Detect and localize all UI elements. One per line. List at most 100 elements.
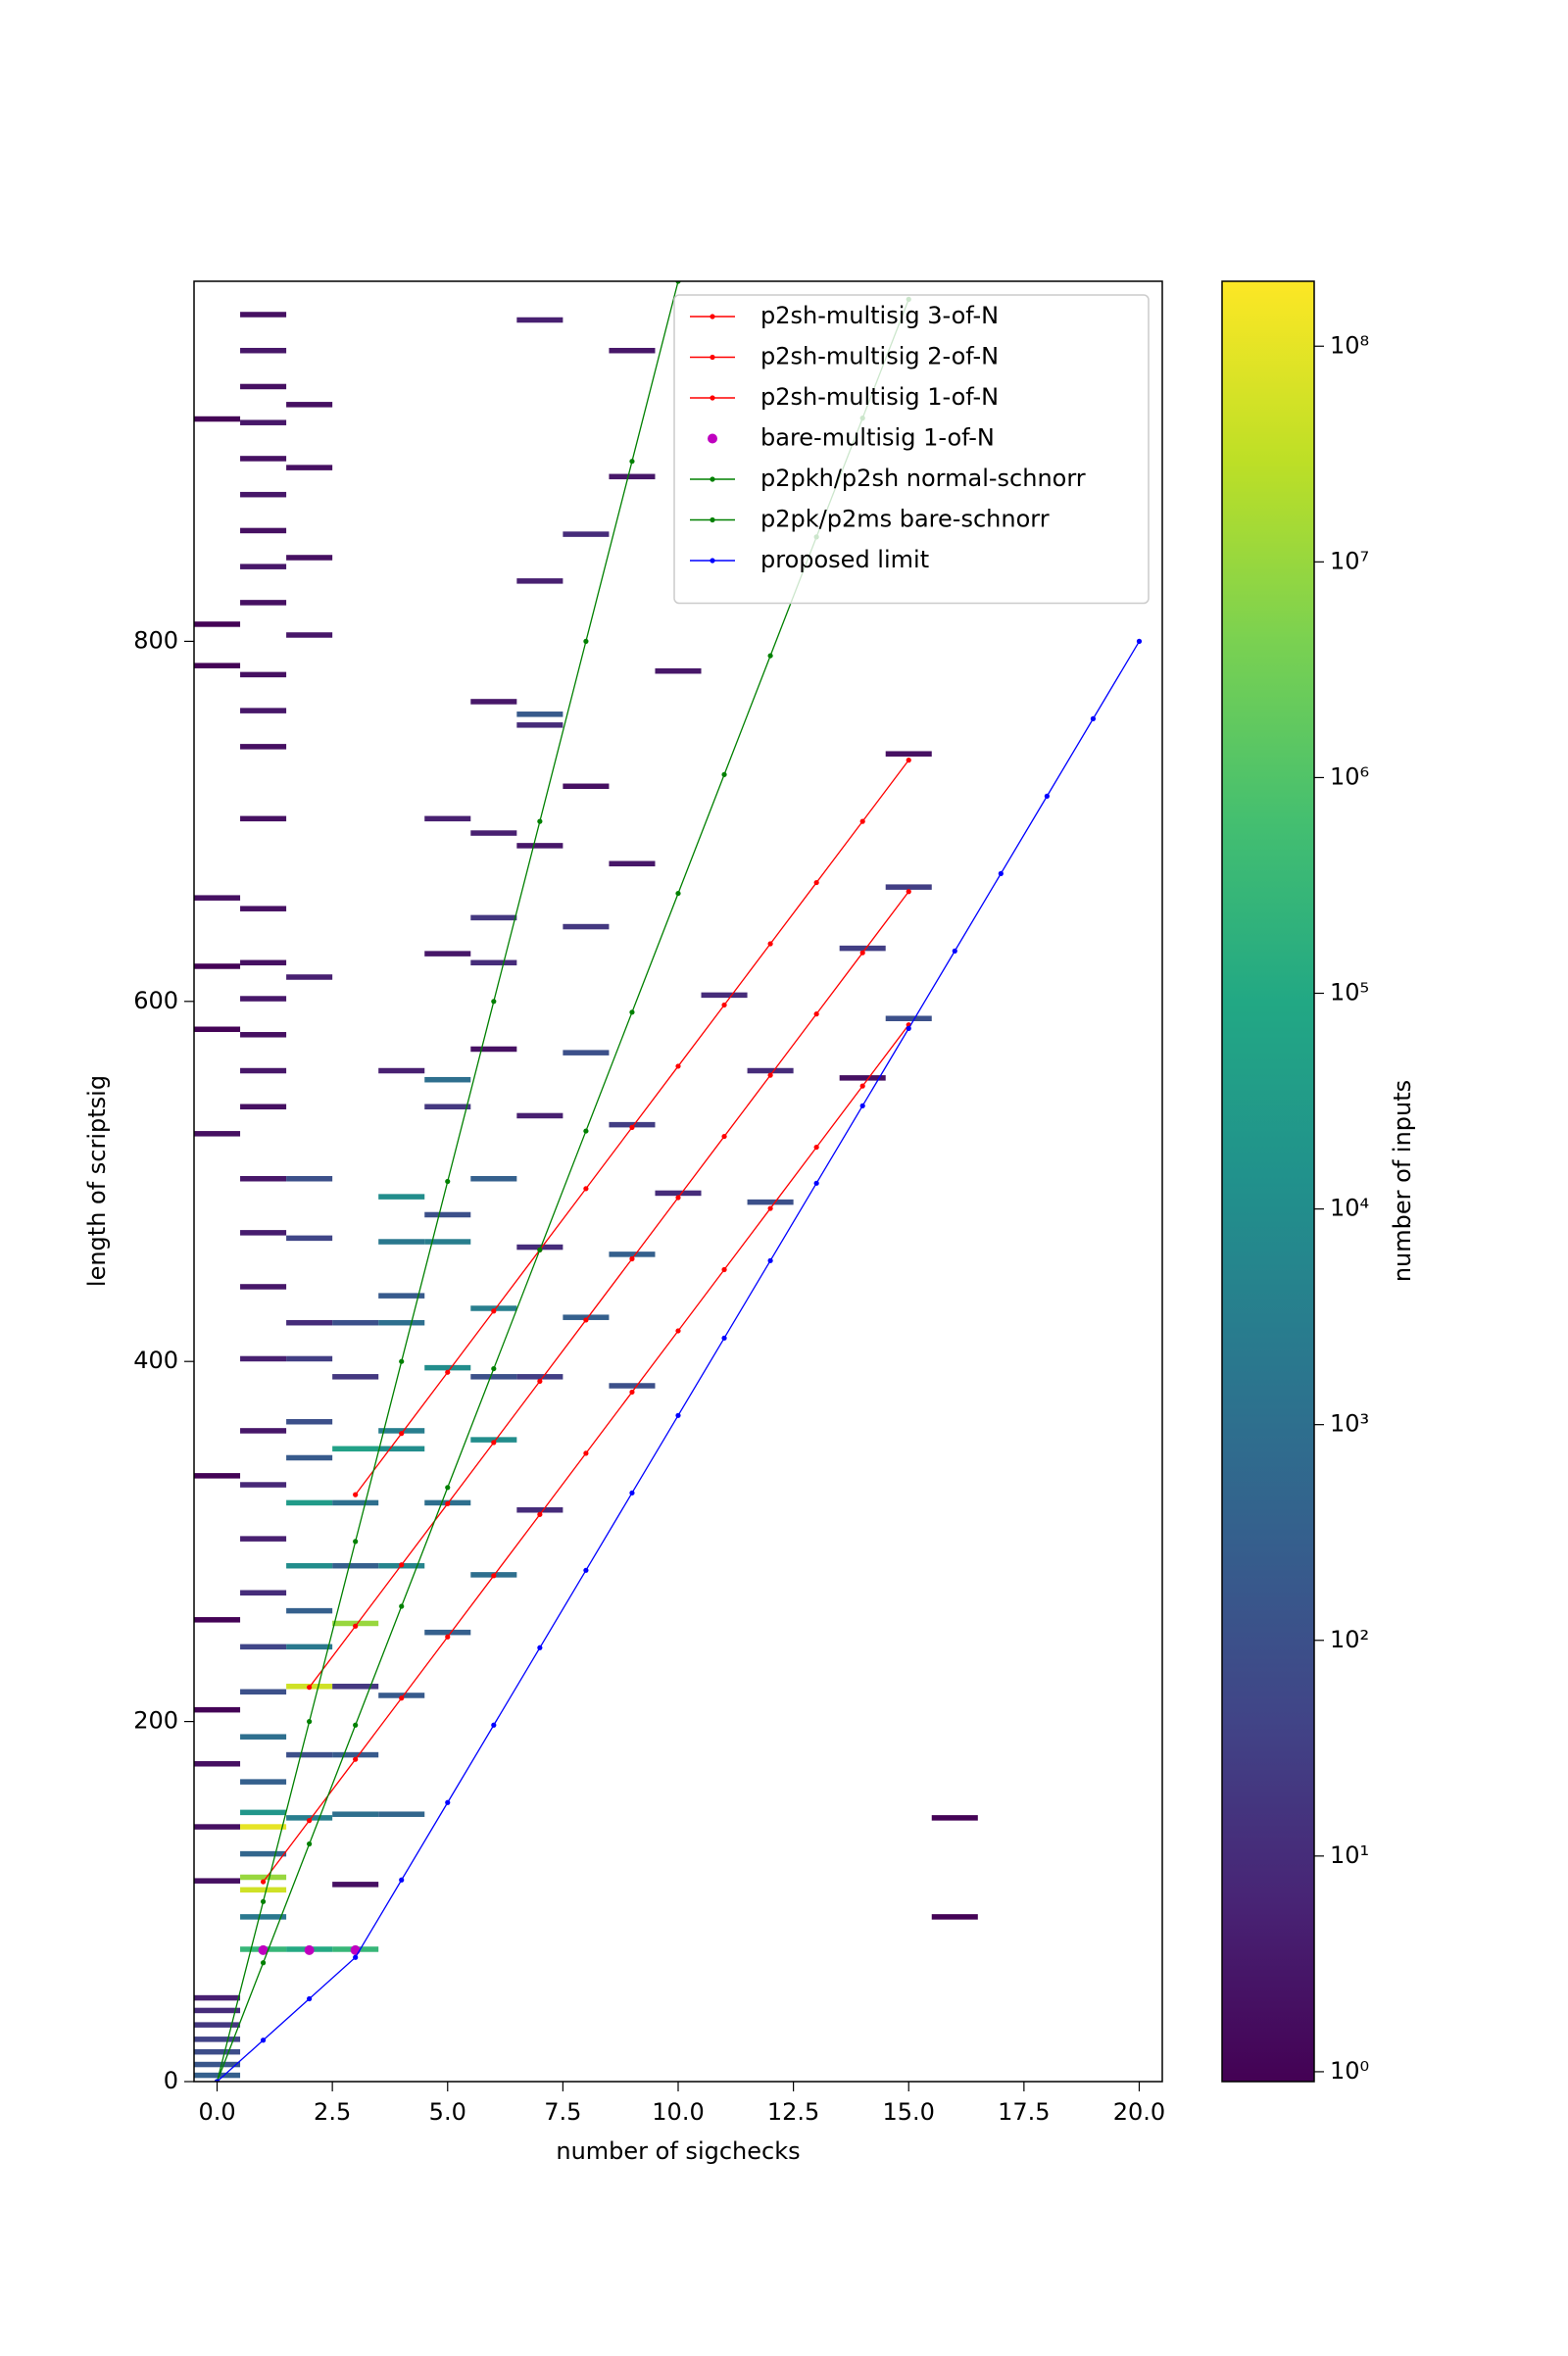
heatmap-cell: [240, 1482, 287, 1488]
x-tick-label: 20.0: [1113, 2098, 1165, 2126]
heatmap-cell: [240, 959, 287, 966]
heatmap-cell: [747, 1067, 794, 1074]
heatmap-cell: [240, 744, 287, 750]
series-point: [307, 1818, 313, 1824]
y-tick-label: 200: [133, 1707, 178, 1735]
series-point: [445, 1634, 451, 1640]
series-point: [491, 1573, 497, 1579]
y-tick-label: 0: [164, 2067, 178, 2094]
x-tick-label: 0.0: [198, 2098, 235, 2126]
series-point: [583, 1186, 589, 1192]
heatmap-cell: [470, 914, 517, 921]
series-point: [353, 1722, 359, 1728]
series-point: [583, 638, 589, 645]
series-point: [353, 1539, 359, 1545]
heatmap-cell: [286, 1607, 333, 1614]
heatmap-cell: [516, 1506, 564, 1513]
colorbar: [1222, 281, 1314, 2082]
heatmap-cell: [240, 1874, 287, 1881]
heatmap-cell: [378, 1067, 425, 1074]
heatmap-cell: [240, 491, 287, 498]
series-point: [537, 1644, 543, 1650]
legend-marker: [708, 433, 717, 444]
heatmap-cell: [332, 1374, 379, 1380]
legend-label: p2pkh/p2sh normal-schnorr: [760, 465, 1086, 492]
series-point: [491, 1440, 497, 1446]
series-point: [350, 1944, 361, 1955]
heatmap-cell: [194, 416, 241, 422]
colorbar-tick-label: 10¹: [1330, 1841, 1369, 1869]
x-tick-label: 12.5: [767, 2098, 819, 2126]
heatmap-cell: [424, 1076, 471, 1083]
heatmap-cell: [516, 1244, 564, 1251]
heatmap-cell: [609, 1252, 656, 1257]
series-point: [583, 1567, 589, 1573]
heatmap-cell: [885, 1015, 932, 1022]
heatmap-cell: [516, 722, 564, 728]
series-point: [629, 1009, 635, 1015]
heatmap-cell: [332, 1446, 379, 1452]
heatmap-cell: [240, 815, 287, 822]
legend-marker: [710, 476, 715, 482]
series-point: [353, 1954, 359, 1960]
series-point: [445, 1178, 451, 1185]
series-point: [767, 1072, 773, 1078]
heatmap-cell: [240, 1824, 287, 1830]
heatmap-cell: [609, 1383, 656, 1389]
heatmap-cell: [378, 1693, 425, 1698]
heatmap-cell: [332, 1882, 379, 1888]
heatmap-cell: [240, 1428, 287, 1434]
series-point: [629, 459, 635, 465]
x-tick-label: 17.5: [998, 2098, 1050, 2126]
heatmap-cell: [747, 1199, 794, 1205]
heatmap-cell: [240, 1779, 287, 1785]
heatmap-cell: [516, 1112, 564, 1119]
heatmap-cell: [240, 1644, 287, 1650]
series-point: [767, 1257, 773, 1263]
series-point: [491, 1308, 497, 1314]
heatmap-cell: [240, 906, 287, 911]
heatmap-cell: [332, 1684, 379, 1690]
x-tick-label: 7.5: [544, 2098, 581, 2126]
series-point: [537, 1378, 543, 1385]
heatmap-cell: [240, 1734, 287, 1740]
series-point: [675, 890, 681, 897]
series-point: [260, 2037, 267, 2043]
heatmap-cell: [240, 527, 287, 534]
heatmap-cell: [470, 959, 517, 966]
legend-marker: [710, 314, 715, 319]
legend: p2sh-multisig 3-of-N p2sh-multisig 2-of-N…: [673, 294, 1150, 605]
heatmap-cell: [194, 2061, 241, 2068]
heatmap-cell: [194, 963, 241, 969]
heatmap-cell: [378, 1239, 425, 1245]
heatmap-cell: [332, 1751, 379, 1758]
series-point: [767, 1205, 773, 1211]
heatmap-cell: [240, 671, 287, 678]
heatmap-cell: [609, 347, 656, 354]
heatmap-cell: [240, 564, 287, 569]
heatmap-cell: [609, 860, 656, 867]
series-point: [859, 1103, 865, 1108]
heatmap-cell: [286, 1815, 333, 1821]
series-point: [399, 1562, 405, 1568]
heatmap-cell: [194, 621, 241, 627]
series-point: [859, 818, 865, 824]
heatmap-cell: [194, 2022, 241, 2028]
series-point: [767, 941, 773, 947]
y-tick-label: 600: [133, 987, 178, 1014]
heatmap-cell: [931, 1815, 978, 1821]
heatmap-cell: [286, 1175, 333, 1182]
heatmap-cell: [516, 843, 564, 849]
heatmap-cell: [563, 531, 610, 537]
heatmap-cell: [194, 1706, 241, 1713]
series-point: [537, 1511, 543, 1517]
x-tick-label: 2.5: [314, 2098, 351, 2126]
series-point: [399, 1603, 405, 1609]
heatmap-cell: [378, 1194, 425, 1200]
heatmap-cell: [470, 830, 517, 836]
series-point: [629, 1389, 635, 1396]
heatmap-cell: [470, 1374, 517, 1380]
heatmap-cell: [516, 317, 564, 323]
series-point: [675, 1063, 681, 1069]
